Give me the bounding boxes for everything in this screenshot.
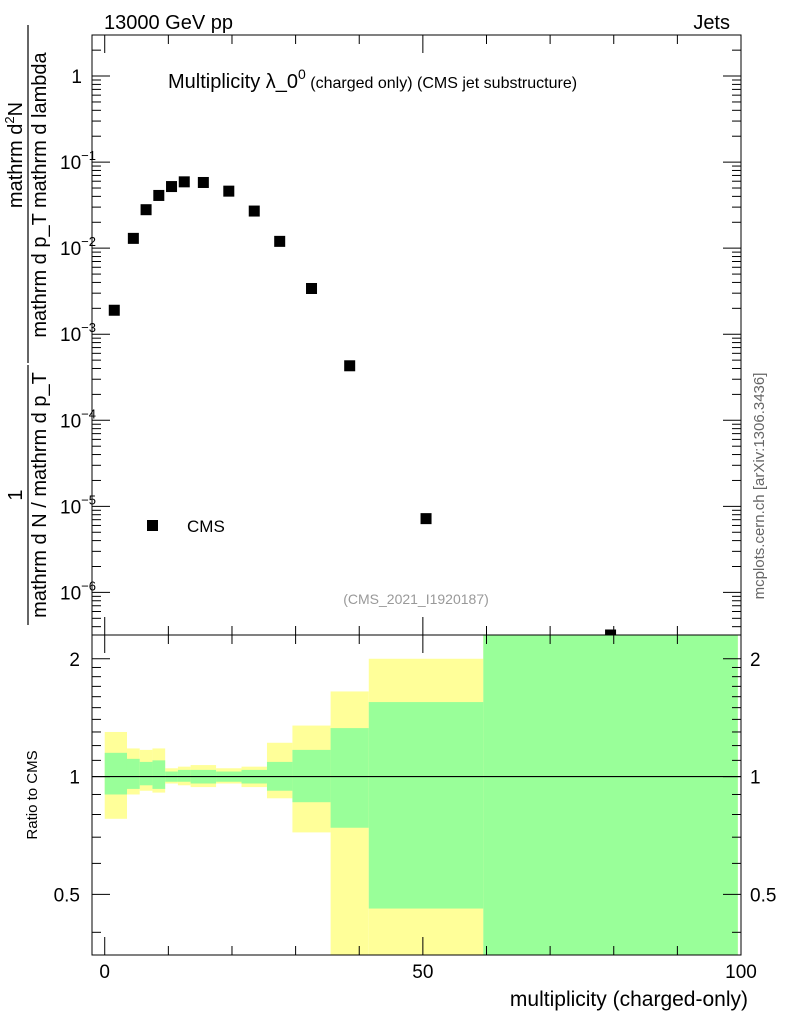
- main-ytick-label: 10−4: [60, 406, 96, 432]
- legend-marker: [147, 520, 158, 531]
- main-plot-frame: [91, 34, 742, 636]
- x-tick-labels: 0 50 100: [99, 962, 756, 983]
- main-ytick-base: 10: [60, 411, 81, 432]
- main-ytick-base: 10: [60, 583, 81, 604]
- main-ytick-label: 1: [71, 67, 82, 88]
- main-y-tick-labels: 110−110−210−310−410−510−6: [60, 67, 96, 604]
- main-ytick-exp: −4: [81, 406, 96, 421]
- ratio-ytick-label-left: 2: [69, 650, 80, 671]
- main-ytick-exp: −6: [81, 578, 96, 593]
- chart-title-main: Multiplicity λ_0: [168, 71, 298, 93]
- legend-label: CMS: [187, 517, 225, 536]
- ratio-ytick-label-left: 1: [69, 768, 80, 789]
- data-point: [248, 205, 260, 217]
- data-point: [108, 304, 120, 316]
- ratio-stat-band: [126, 758, 140, 789]
- ratio-ytick-label-right: 2: [750, 650, 761, 671]
- main-ytick-label: 10−5: [60, 492, 96, 518]
- main-ytick-base: 10: [60, 497, 81, 518]
- main-ytick-base: 10: [60, 325, 81, 346]
- ylabel-top-numer-sup: 2: [2, 116, 17, 123]
- data-point: [344, 360, 356, 372]
- main-ytick-label: 10−6: [60, 578, 96, 604]
- main-data-points: [108, 176, 617, 641]
- chart-title-sup: 0: [298, 66, 306, 82]
- chart-title: Multiplicity λ_00 (charged only) (CMS je…: [168, 66, 577, 93]
- header-right: Jets: [693, 12, 730, 34]
- ratio-stat-band: [139, 761, 153, 786]
- data-point: [197, 176, 209, 188]
- chart-title-sub: (charged only) (CMS jet substructure): [306, 75, 577, 92]
- ylabel-one: 1: [5, 489, 27, 500]
- main-ytick-exp: −5: [81, 492, 96, 507]
- x-tick-label: 100: [725, 962, 757, 983]
- ratio-y-label: Ratio to CMS: [24, 750, 41, 839]
- main-y-label: 1 mathrm d N / mathrm d p_T mathrm d2N m…: [2, 25, 51, 625]
- data-point: [223, 185, 235, 197]
- data-point: [306, 282, 318, 294]
- ratio-ytick-label-right: 1: [750, 768, 761, 789]
- ratio-plot: 0.5 0.5 1 1 2 2 0 50 100 Ratio to CMS multiplic…: [24, 634, 777, 1011]
- ratio-y-tick-labels: 0.5 0.5 1 1 2 2: [54, 650, 777, 907]
- header-left: 13000 GeV pp: [104, 12, 233, 34]
- watermark: (CMS_2021_I1920187): [343, 591, 489, 607]
- main-plot: 110−110−210−310−410−510−6 Multiplicity λ…: [2, 25, 742, 641]
- x-tick-label: 50: [412, 962, 433, 983]
- main-ytick-exp: −3: [81, 320, 96, 335]
- ylabel-top-numer: mathrm d2N: [2, 102, 27, 208]
- data-point: [140, 204, 152, 216]
- data-point: [166, 181, 178, 193]
- main-ytick-label: 10−2: [60, 234, 96, 260]
- ratio-stat-band: [330, 728, 369, 828]
- main-ytick-label: 10−1: [60, 148, 96, 174]
- ratio-stat-band: [177, 769, 191, 782]
- ratio-stat-band: [152, 760, 166, 789]
- main-ytick-base: 10: [60, 153, 81, 174]
- data-point: [178, 176, 190, 188]
- ratio-ytick-label-right: 0.5: [750, 885, 776, 906]
- ylabel-top-denom: mathrm d p_T mathrm d lambda: [29, 51, 51, 337]
- main-axis-ticks: [92, 35, 742, 635]
- ratio-stat-band: [104, 752, 127, 795]
- side-label: mcplots.cern.ch [arXiv:1306.3436]: [751, 373, 768, 600]
- ratio-axis-ticks: [92, 635, 742, 955]
- ylabel-top-numer-main: mathrm d: [5, 124, 27, 208]
- data-point: [274, 235, 286, 247]
- ratio-ytick-label-left: 0.5: [54, 885, 80, 906]
- data-point: [127, 232, 139, 244]
- main-ytick-base: 10: [60, 239, 81, 260]
- x-tick-label: 0: [99, 962, 110, 983]
- x-axis-label: multiplicity (charged-only): [510, 988, 748, 1011]
- ratio-plot-frame: [91, 634, 742, 956]
- ylabel-top-numer-tail: N: [5, 102, 27, 116]
- main-ytick-label: 10−3: [60, 320, 96, 346]
- main-ytick-exp: −2: [81, 234, 96, 249]
- main-ytick-exp: −1: [81, 148, 96, 163]
- data-point: [420, 513, 432, 525]
- ratio-stat-band: [483, 635, 738, 955]
- ratio-stat-band: [368, 702, 484, 909]
- data-point: [153, 189, 165, 201]
- ylabel-bot-denom: mathrm d N / mathrm d p_T: [29, 372, 51, 618]
- ratio-bands: [104, 635, 738, 955]
